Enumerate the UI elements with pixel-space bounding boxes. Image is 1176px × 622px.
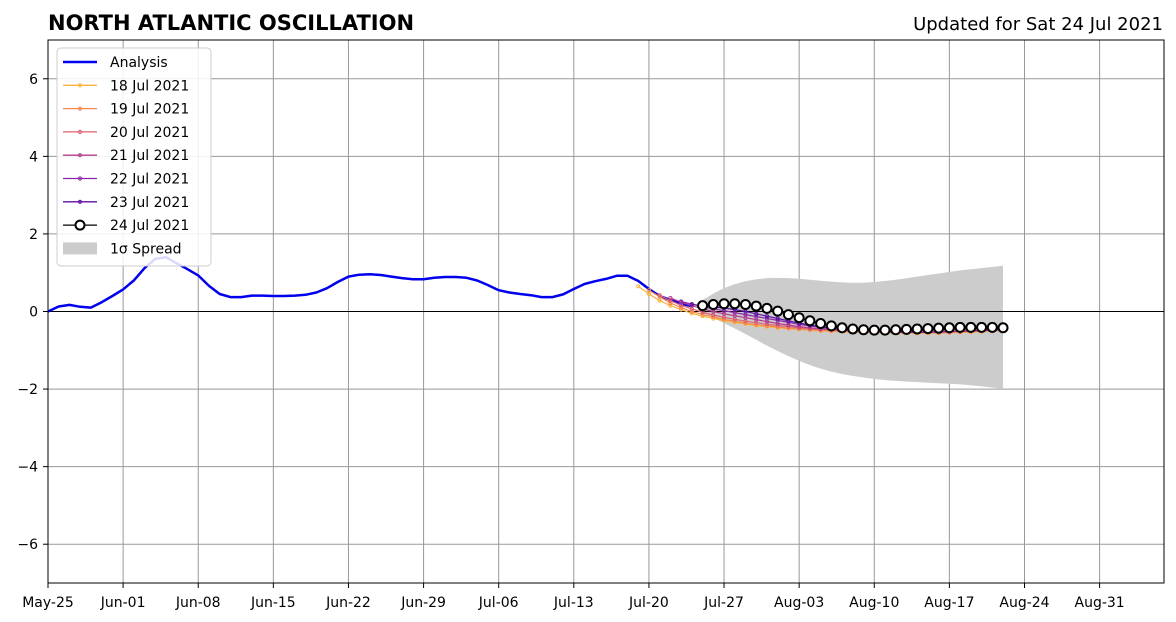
data-point	[718, 298, 730, 310]
x-tick-label: Jun-15	[250, 595, 296, 611]
x-tick-label: May-25	[22, 595, 74, 611]
x-tick-label: Jul-13	[553, 595, 594, 611]
legend-label: 20 Jul 2021	[110, 125, 189, 141]
x-tick-label: Aug-24	[999, 595, 1049, 611]
data-point	[847, 323, 859, 335]
data-point	[668, 295, 673, 301]
data-point	[754, 311, 759, 316]
legend-swatch-spread	[63, 242, 97, 255]
y-tick-label: −4	[17, 460, 38, 476]
legend-label: 22 Jul 2021	[110, 172, 189, 188]
x-tick-label: Jul-20	[628, 595, 669, 611]
legend-swatch-marker	[74, 219, 86, 231]
legend-label: 18 Jul 2021	[110, 78, 189, 94]
chart-subtitle: Updated for Sat 24 Jul 2021	[913, 14, 1163, 35]
data-point	[965, 321, 977, 333]
x-tick-label: Jun-01	[100, 595, 146, 611]
data-point	[679, 299, 684, 304]
series-line	[648, 289, 1004, 334]
data-point	[697, 300, 709, 312]
legend-box	[56, 47, 212, 267]
x-tick-label: Aug-31	[1075, 595, 1125, 611]
legend-swatch-marker	[77, 106, 83, 111]
data-point	[764, 316, 770, 321]
data-point	[933, 322, 945, 334]
data-point	[775, 316, 780, 321]
data-point	[740, 299, 751, 311]
data-point	[657, 293, 662, 298]
legend-swatch-marker	[77, 153, 83, 158]
y-tick-label: 4	[29, 149, 38, 165]
x-tick-label: Jun-22	[325, 595, 371, 611]
data-point	[825, 320, 837, 332]
data-point	[954, 321, 966, 333]
legend-label: 19 Jul 2021	[110, 102, 189, 118]
data-point	[815, 318, 827, 330]
data-point	[761, 302, 773, 314]
legend-swatch-marker	[77, 83, 83, 88]
data-point	[657, 298, 662, 303]
data-point	[922, 323, 934, 335]
data-point	[750, 300, 762, 312]
data-point	[804, 315, 816, 327]
data-point	[772, 305, 784, 317]
data-point	[668, 300, 673, 306]
x-tick-label: Jul-27	[703, 595, 744, 611]
data-point	[900, 323, 912, 335]
legend-label: 1σ Spread	[110, 241, 182, 257]
data-point	[657, 294, 662, 299]
legend-swatch-marker	[77, 176, 83, 181]
y-tick-label: 6	[29, 72, 38, 88]
data-point	[646, 288, 652, 293]
data-point	[986, 321, 998, 333]
x-tick-label: Aug-10	[849, 595, 899, 611]
x-tick-label: Aug-17	[924, 595, 974, 611]
data-point	[707, 299, 719, 311]
legend-label: 24 Jul 2021	[110, 218, 189, 234]
y-tick-label: −2	[17, 382, 38, 398]
y-tick-label: 0	[29, 305, 38, 321]
data-point	[793, 312, 805, 324]
tick-labels: May-25 Jun-01 Jun-08 Jun-15 Jun-22 Jun-29 Jul-…	[17, 72, 1124, 611]
data-point	[636, 284, 641, 289]
data-point	[782, 309, 794, 321]
x-tick-label: Jun-08	[175, 595, 221, 611]
data-point	[729, 298, 741, 310]
data-point	[976, 321, 988, 333]
data-point	[943, 322, 955, 334]
data-point	[868, 324, 880, 336]
data-point	[646, 291, 652, 297]
data-point	[858, 324, 870, 336]
data-point	[689, 302, 694, 307]
data-point	[890, 324, 902, 336]
data-point	[997, 322, 1009, 334]
data-point	[679, 305, 684, 310]
legend-swatch-marker	[77, 199, 83, 204]
legend-label: 21 Jul 2021	[110, 148, 189, 164]
legend-label: 23 Jul 2021	[110, 195, 189, 211]
x-tick-label: Aug-03	[774, 595, 824, 611]
chart-title: NORTH ATLANTIC OSCILLATION	[48, 11, 414, 35]
data-point	[700, 312, 705, 317]
y-tick-label: 2	[29, 227, 38, 243]
legend: Analysis 18 Jul 2021 19 Jul 2021 20 Jul 202…	[56, 47, 212, 267]
legend-label: Analysis	[110, 55, 168, 71]
y-tick-label: −6	[17, 537, 38, 553]
x-tick-label: Jun-29	[400, 595, 446, 611]
data-point	[836, 322, 848, 334]
data-point	[911, 323, 923, 335]
data-point	[764, 314, 770, 319]
data-point	[879, 324, 891, 336]
legend-swatch-marker	[77, 129, 83, 134]
x-tick-label: Jul-06	[478, 595, 519, 611]
